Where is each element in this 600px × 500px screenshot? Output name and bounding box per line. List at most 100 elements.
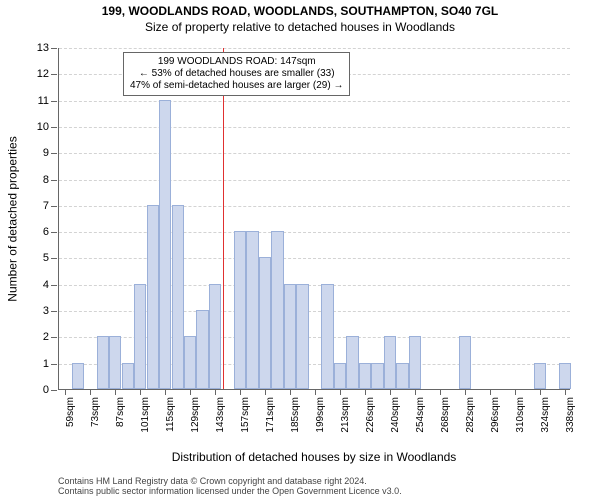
info-box: 199 WOODLANDS ROAD: 147sqm← 53% of detac…	[123, 52, 350, 96]
y-tick-label: 12	[37, 68, 49, 80]
plot-area: 01234567891011121359sqm73sqm87sqm101sqm1…	[58, 48, 570, 390]
x-tick-label: 254sqm	[415, 397, 426, 433]
y-tick	[51, 127, 57, 128]
histogram-bar	[209, 284, 221, 389]
x-tick	[140, 389, 141, 395]
gridline	[59, 48, 570, 49]
histogram-bar	[384, 336, 396, 389]
x-tick	[165, 389, 166, 395]
x-tick	[265, 389, 266, 395]
histogram-bar	[409, 336, 421, 389]
histogram-bar	[134, 284, 146, 389]
histogram-bar	[559, 363, 571, 389]
x-tick	[240, 389, 241, 395]
y-tick-label: 2	[43, 331, 49, 343]
x-axis-label: Distribution of detached houses by size …	[58, 450, 570, 464]
histogram-bar	[122, 363, 134, 389]
x-tick-label: 310sqm	[515, 397, 526, 433]
chart-container: 199, WOODLANDS ROAD, WOODLANDS, SOUTHAMP…	[0, 0, 600, 500]
y-tick	[51, 101, 57, 102]
x-tick-label: 115sqm	[165, 397, 176, 432]
y-tick	[51, 74, 57, 75]
copyright-text: Contains HM Land Registry data © Crown c…	[58, 476, 402, 496]
x-tick-label: 73sqm	[90, 397, 101, 427]
gridline	[59, 232, 570, 233]
x-tick	[390, 389, 391, 395]
histogram-bar	[371, 363, 383, 389]
histogram-bar	[97, 336, 109, 389]
x-tick-label: 324sqm	[540, 397, 551, 433]
y-tick-label: 10	[37, 121, 49, 133]
chart-title-sub: Size of property relative to detached ho…	[0, 18, 600, 34]
x-tick	[465, 389, 466, 395]
y-tick	[51, 285, 57, 286]
x-tick	[90, 389, 91, 395]
histogram-bar	[459, 336, 471, 389]
histogram-bar	[334, 363, 346, 389]
chart-title-main: 199, WOODLANDS ROAD, WOODLANDS, SOUTHAMP…	[0, 0, 600, 18]
y-tick	[51, 258, 57, 259]
histogram-bar	[147, 205, 159, 389]
y-tick-label: 13	[37, 42, 49, 54]
x-tick-label: 296sqm	[490, 397, 501, 433]
gridline	[59, 153, 570, 154]
x-tick-label: 282sqm	[465, 397, 476, 433]
y-tick	[51, 364, 57, 365]
histogram-bar	[184, 336, 196, 389]
x-tick	[190, 389, 191, 395]
y-tick	[51, 337, 57, 338]
x-tick-label: 199sqm	[315, 397, 326, 433]
histogram-bar	[172, 205, 184, 389]
y-tick	[51, 390, 57, 391]
x-tick-label: 268sqm	[440, 397, 451, 433]
y-tick-label: 0	[43, 384, 49, 396]
histogram-bar	[321, 284, 333, 389]
x-tick-label: 87sqm	[115, 397, 126, 427]
y-axis-label: Number of detached properties	[6, 48, 20, 390]
y-tick	[51, 153, 57, 154]
reference-line	[223, 48, 224, 389]
x-tick	[115, 389, 116, 395]
x-tick	[415, 389, 416, 395]
y-tick	[51, 311, 57, 312]
histogram-bar	[359, 363, 371, 389]
x-tick-label: 226sqm	[365, 397, 376, 433]
histogram-bar	[72, 363, 84, 389]
x-tick	[65, 389, 66, 395]
histogram-bar	[534, 363, 546, 389]
y-tick-label: 6	[43, 226, 49, 238]
gridline	[59, 127, 570, 128]
histogram-bar	[246, 231, 258, 389]
y-tick-label: 8	[43, 174, 49, 186]
histogram-bar	[284, 284, 296, 389]
histogram-bar	[196, 310, 208, 389]
info-box-line: 199 WOODLANDS ROAD: 147sqm	[130, 56, 343, 68]
y-tick	[51, 180, 57, 181]
x-tick-label: 171sqm	[265, 397, 276, 433]
gridline	[59, 101, 570, 102]
x-tick	[290, 389, 291, 395]
histogram-bar	[234, 231, 246, 389]
histogram-bar	[296, 284, 308, 389]
x-tick	[490, 389, 491, 395]
info-box-line: 47% of semi-detached houses are larger (…	[130, 80, 343, 92]
x-tick	[340, 389, 341, 395]
y-tick-label: 9	[43, 147, 49, 159]
y-tick-label: 7	[43, 200, 49, 212]
x-tick	[215, 389, 216, 395]
x-tick-label: 101sqm	[140, 397, 151, 433]
gridline	[59, 180, 570, 181]
histogram-bar	[346, 336, 358, 389]
x-tick	[515, 389, 516, 395]
histogram-bar	[259, 257, 271, 389]
x-tick-label: 59sqm	[65, 397, 76, 427]
x-tick	[365, 389, 366, 395]
info-box-line: ← 53% of detached houses are smaller (33…	[130, 68, 343, 80]
gridline	[59, 206, 570, 207]
histogram-bar	[109, 336, 121, 389]
y-tick-label: 11	[38, 95, 49, 107]
gridline	[59, 258, 570, 259]
histogram-bar	[271, 231, 283, 389]
x-tick-label: 338sqm	[565, 397, 576, 433]
x-tick-label: 240sqm	[390, 397, 401, 433]
